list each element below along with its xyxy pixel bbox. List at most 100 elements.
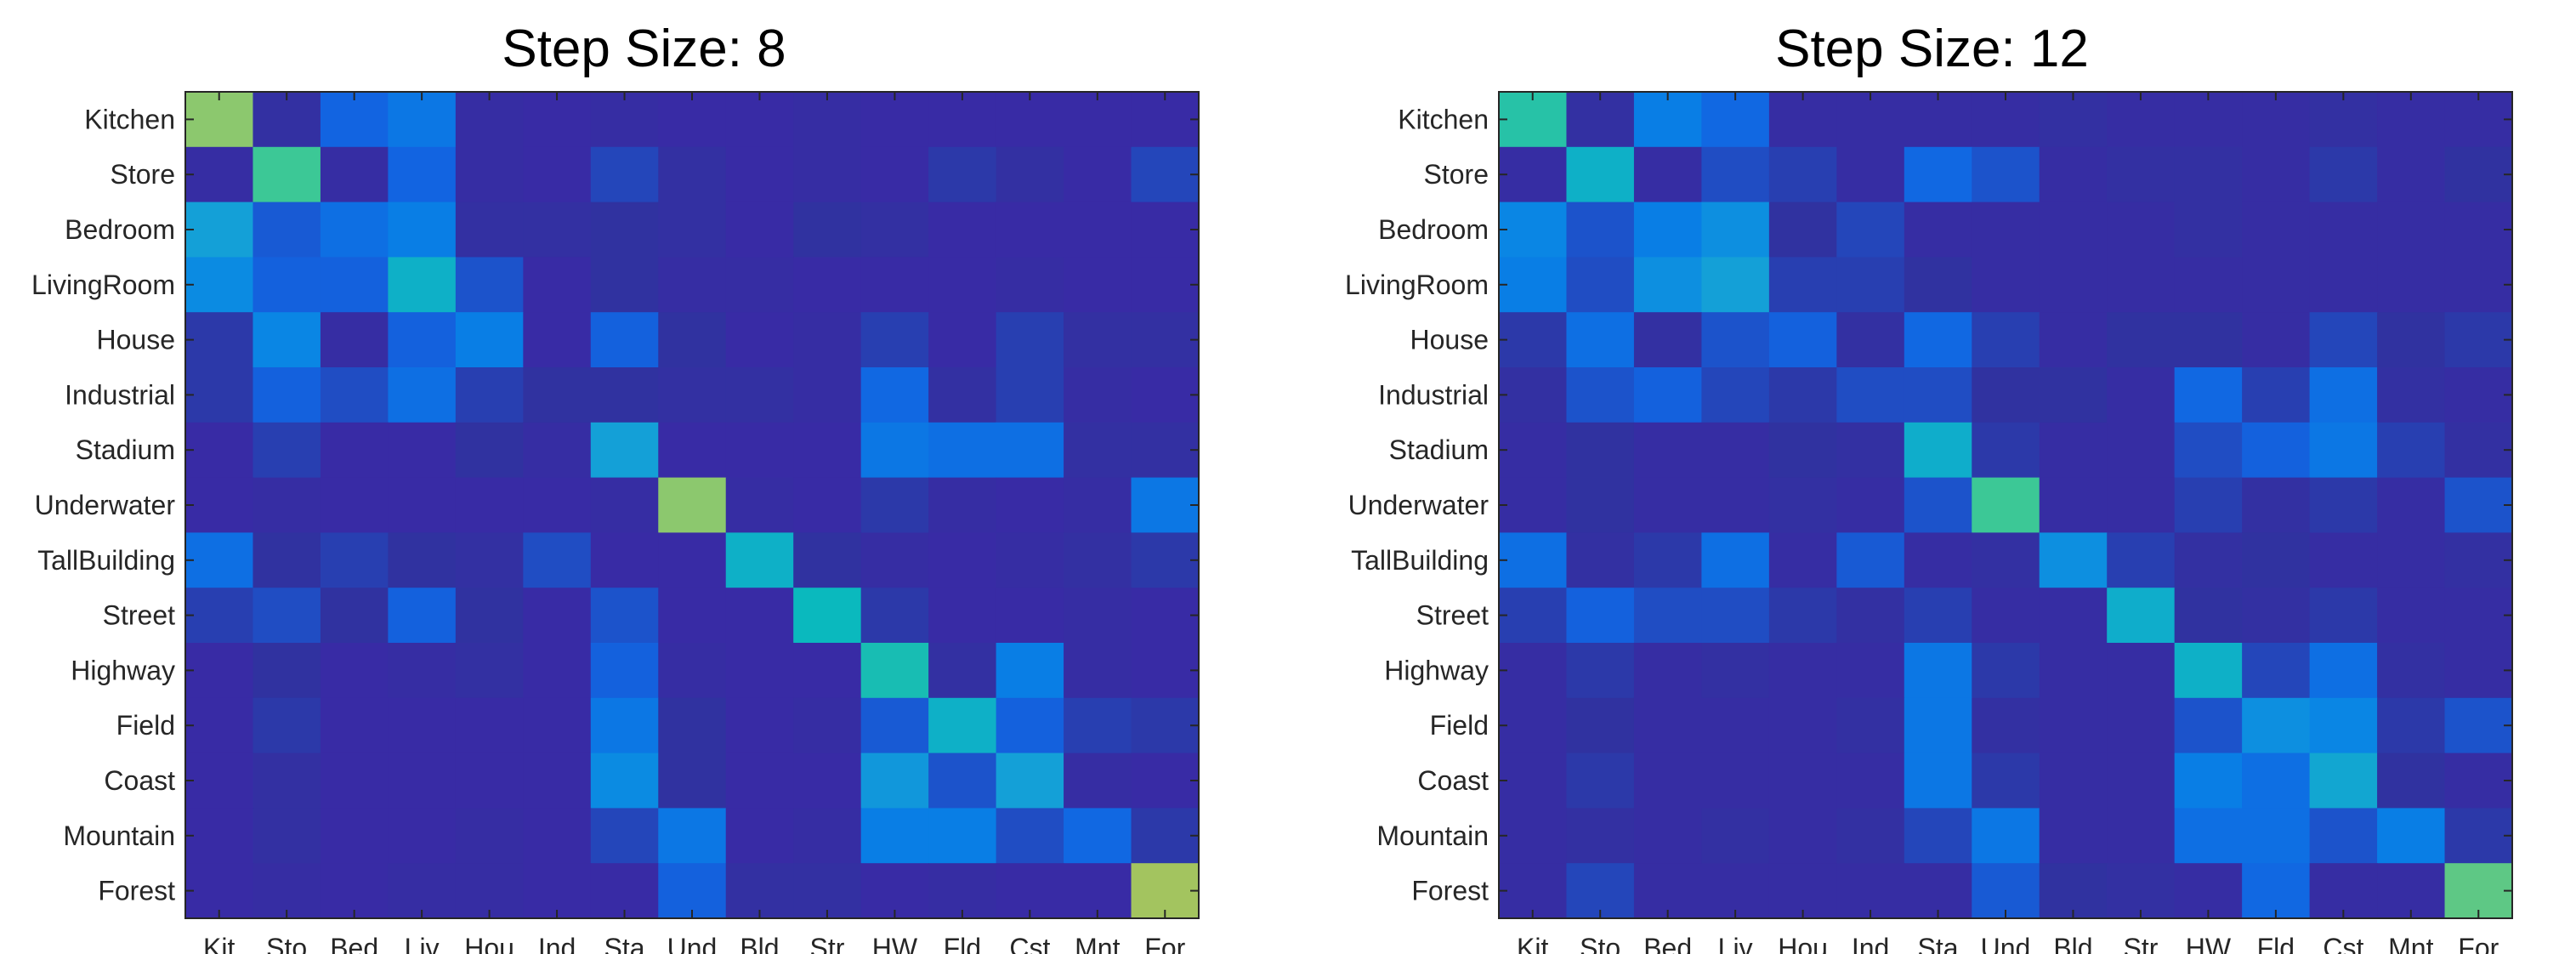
heatmap-cell — [1064, 257, 1132, 313]
heatmap-cell — [1566, 422, 1635, 479]
heatmap-cell — [1499, 422, 1568, 479]
heatmap-cell — [2309, 146, 2378, 203]
heatmap-cell — [928, 588, 997, 644]
y-tick-label: Kitchen — [84, 104, 175, 134]
heatmap-cell — [320, 92, 389, 148]
heatmap-cell — [2309, 312, 2378, 368]
heatmap-cell — [1768, 146, 1837, 203]
heatmap-cell — [2242, 697, 2311, 754]
heatmap-cell — [320, 257, 389, 313]
heatmap-cell — [455, 146, 524, 203]
heatmap-cell — [2039, 752, 2108, 809]
heatmap-cell — [1972, 92, 2040, 148]
heatmap-cell — [725, 697, 794, 754]
heatmap-cell — [996, 312, 1064, 368]
heatmap-cell — [860, 312, 929, 368]
heatmap-cell — [2039, 312, 2108, 368]
heatmap-cell — [996, 588, 1064, 644]
heatmap-cell — [2107, 752, 2176, 809]
heatmap-cell — [2107, 92, 2176, 148]
heatmap-cell — [2309, 697, 2378, 754]
heatmap-cell — [725, 477, 794, 533]
x-tick-label: Bed — [330, 933, 378, 954]
x-tick-label: Bld — [740, 933, 779, 954]
heatmap-cell — [2242, 752, 2311, 809]
heatmap-cell — [1768, 257, 1837, 313]
heatmap-cell — [2242, 863, 2311, 919]
heatmap-cell — [928, 752, 997, 809]
heatmap-cell — [320, 808, 389, 864]
heatmap-cell — [2309, 477, 2378, 533]
heatmap-cell — [1064, 367, 1132, 423]
heatmap-cell — [455, 92, 524, 148]
heatmap-cell — [2444, 697, 2513, 754]
heatmap-cell — [1701, 257, 1770, 313]
heatmap-cell — [455, 422, 524, 479]
heatmap-cell — [2444, 643, 2513, 699]
heatmap-cell — [2309, 257, 2378, 313]
x-tick-label: Cst — [2323, 933, 2363, 954]
heatmap-cell — [1633, 312, 1702, 368]
heatmap-cell — [1499, 808, 1568, 864]
x-tick-label: Und — [1981, 933, 2031, 954]
heatmap-cell — [455, 863, 524, 919]
x-tick-label: Hou — [464, 933, 514, 954]
heatmap-cell — [2174, 146, 2243, 203]
heatmap-cell — [320, 752, 389, 809]
heatmap-cell — [996, 863, 1064, 919]
heatmap-cell — [185, 202, 254, 258]
heatmap-cell — [1836, 808, 1905, 864]
heatmap-cell — [2444, 146, 2513, 203]
heatmap-cell — [388, 422, 457, 479]
heatmap-cell — [1701, 697, 1770, 754]
heatmap-cell — [1904, 697, 1972, 754]
heatmap-cell — [185, 532, 254, 588]
heatmap-cell — [1499, 257, 1568, 313]
heatmap-cell — [2242, 202, 2311, 258]
heatmap-cell — [2039, 643, 2108, 699]
heatmap-cell — [1633, 477, 1702, 533]
heatmap-cell — [1499, 532, 1568, 588]
heatmap-cell — [388, 257, 457, 313]
heatmap-cell — [928, 146, 997, 203]
heatmap-cell — [1701, 202, 1770, 258]
heatmap-cell — [590, 643, 659, 699]
heatmap-cell — [2174, 202, 2243, 258]
heatmap-cell — [1633, 588, 1702, 644]
heatmap-cell — [252, 697, 321, 754]
heatmap-cell — [2242, 92, 2311, 148]
heatmap-cell — [1904, 643, 1972, 699]
heatmap-cell — [996, 643, 1064, 699]
heatmap-cell — [1064, 312, 1132, 368]
heatmap-cell — [1768, 643, 1837, 699]
heatmap-cell — [2377, 257, 2446, 313]
heatmap-cell — [2107, 257, 2176, 313]
heatmap-cell — [658, 92, 727, 148]
heatmap-cell — [658, 367, 727, 423]
heatmap-cell — [388, 752, 457, 809]
heatmap-cell — [2242, 257, 2311, 313]
heatmap-cell — [2444, 588, 2513, 644]
y-tick-label: Underwater — [35, 490, 176, 520]
heatmap-cell — [2377, 808, 2446, 864]
heatmap-cell — [523, 697, 592, 754]
heatmap-cell — [1904, 92, 1972, 148]
heatmap-cell — [1836, 422, 1905, 479]
heatmap-cell — [1972, 367, 2040, 423]
heatmap-cell — [2107, 863, 2176, 919]
heatmap-cell — [2309, 863, 2378, 919]
heatmap-cell — [2444, 477, 2513, 533]
heatmap-cell — [590, 367, 659, 423]
heatmap-cell — [455, 477, 524, 533]
heatmap-cell — [1131, 643, 1200, 699]
heatmap-cell — [1972, 532, 2040, 588]
heatmap-cell — [658, 808, 727, 864]
heatmap-cell — [1972, 697, 2040, 754]
y-tick-label: Highway — [71, 655, 175, 685]
heatmap-cell — [996, 422, 1064, 479]
heatmap-cell — [1701, 752, 1770, 809]
heatmap-cell — [388, 202, 457, 258]
heatmap-cell — [1836, 697, 1905, 754]
y-tick-label: LivingRoom — [1345, 270, 1489, 300]
heatmap-cell — [860, 202, 929, 258]
